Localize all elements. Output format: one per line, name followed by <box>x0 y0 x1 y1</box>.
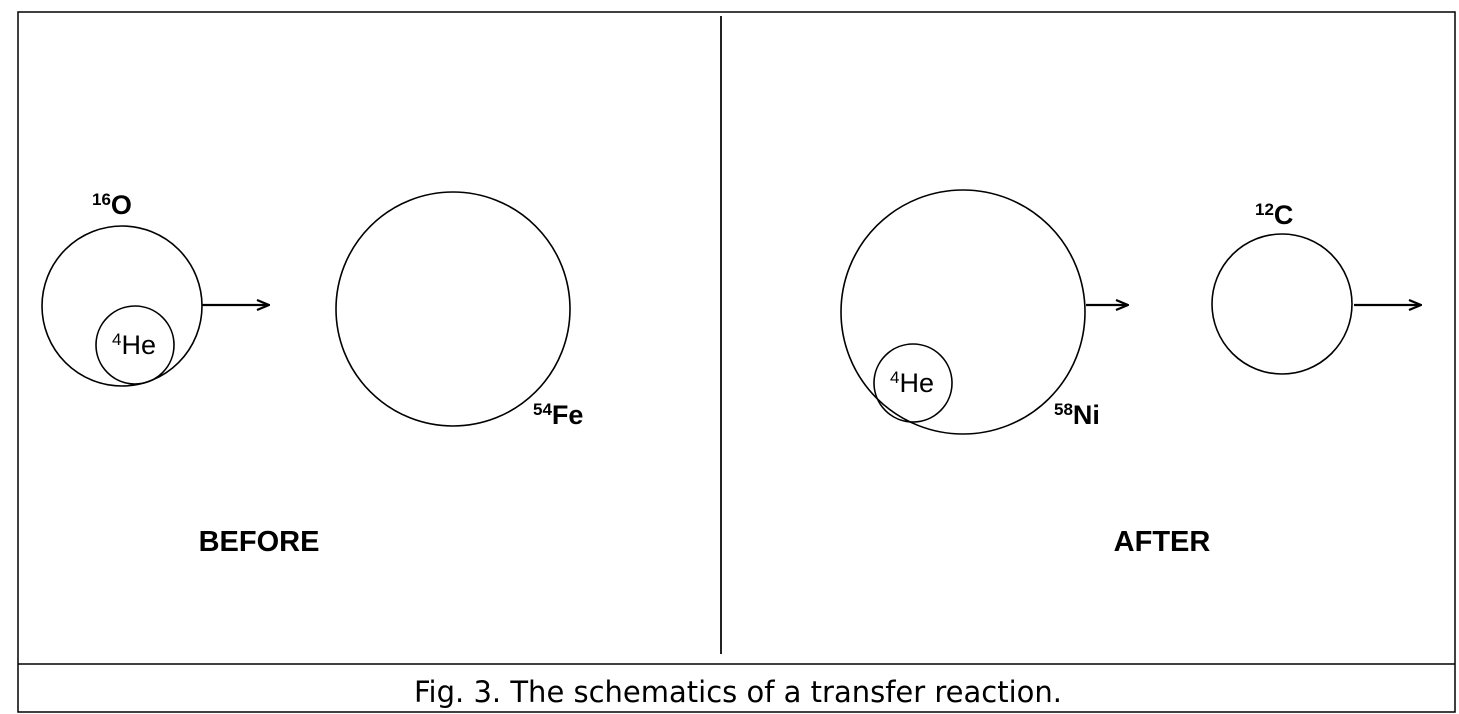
oxygen-16-nucleus <box>41 225 203 387</box>
after-title: AFTER <box>1114 526 1211 558</box>
oxygen-16-label: 16O <box>92 190 132 220</box>
helium-4-cluster <box>95 305 175 385</box>
figure-caption: Fig. 3. The schematics of a transfer rea… <box>414 675 1062 709</box>
nickel-58-label: 58Ni <box>1054 400 1100 430</box>
iron-54-nucleus <box>335 191 571 427</box>
carbon-12-label: 12C <box>1255 200 1293 230</box>
before-panel: 16O 4He 54Fe BEFORE <box>41 190 583 558</box>
helium-4-cluster <box>873 343 953 423</box>
after-panel: 4He 58Ni 12C AFTER <box>840 189 1421 558</box>
before-title: BEFORE <box>199 526 320 558</box>
iron-54-label: 54Fe <box>533 400 583 430</box>
carbon-12-nucleus <box>1211 233 1353 375</box>
helium-4-label-after: 4He <box>890 368 934 398</box>
nickel-58-nucleus <box>840 189 1086 435</box>
figure-border <box>17 11 1456 713</box>
helium-4-label-before: 4He <box>112 330 156 360</box>
